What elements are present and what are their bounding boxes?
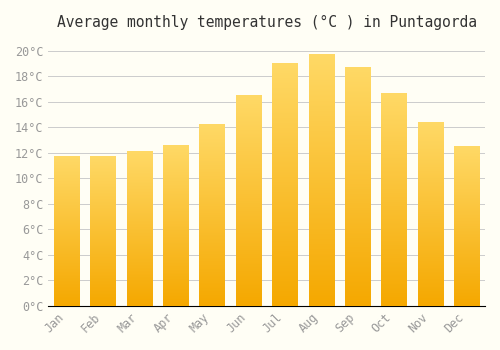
Title: Average monthly temperatures (°C ) in Puntagorda: Average monthly temperatures (°C ) in Pu… [56,15,476,30]
